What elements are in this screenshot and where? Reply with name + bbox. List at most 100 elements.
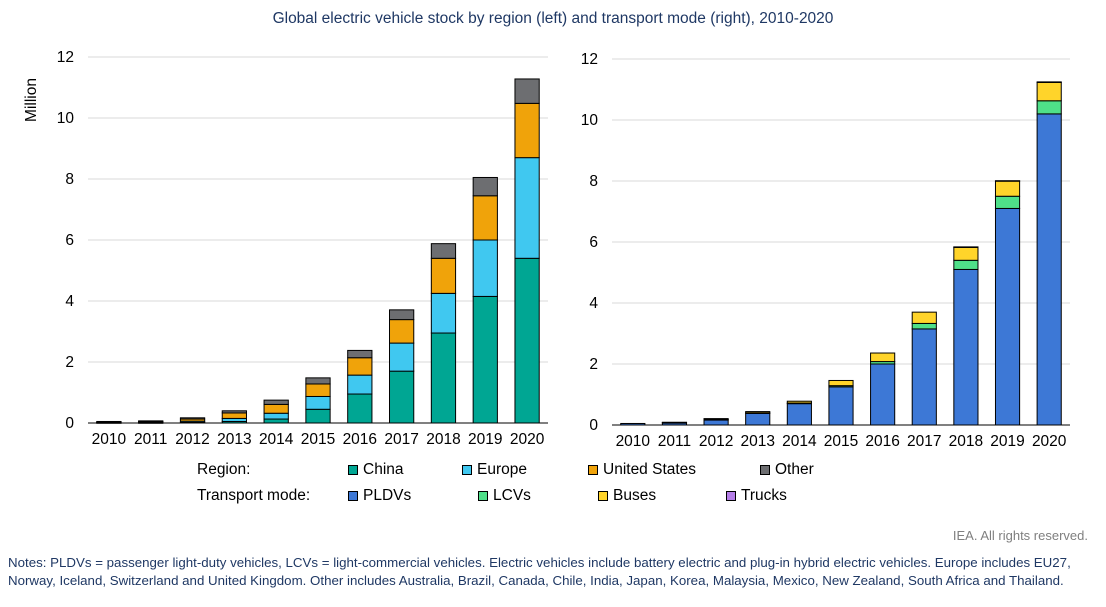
bar-lcvs-2017 [911,322,937,330]
bar-china-2019 [472,295,498,424]
bar-pldvs-2020 [1036,113,1062,426]
bar-europe-2020 [514,157,540,259]
bar-europe-2016 [347,374,373,395]
x-tick-label: 2017 [907,433,941,450]
bar-other-2013 [221,410,247,414]
bar-lcvs-2019 [994,195,1021,209]
legend-swatch-lcvs [478,491,488,501]
notes-text: Notes: PLDVs = passenger light-duty vehi… [8,555,1071,588]
bar-united-states-2013 [221,412,247,419]
x-tick-label: 2011 [658,433,691,450]
bar-lcvs-2018 [953,259,979,270]
bar-other-2014 [263,399,289,405]
bar-buses-2011 [661,421,688,424]
chart-title: Global electric vehicle stock by region … [272,10,834,27]
legend-swatch-trucks [726,491,736,501]
y-tick-label: 8 [589,173,598,190]
legend-swatch-other [760,465,770,475]
bar-pldvs-2013 [745,412,771,426]
x-tick-label: 2012 [699,433,733,450]
x-tick-label: 2016 [343,431,377,448]
x-tick-label: 2018 [949,433,983,450]
bar-pldvs-2017 [911,328,937,426]
y-tick-label: 12 [581,51,598,68]
bar-trucks-2018 [953,246,979,248]
legend-item-other: Other [760,461,814,479]
bar-other-2016 [347,349,373,359]
legend-item-trucks: Trucks [726,487,787,505]
x-tick-label: 2017 [384,431,418,448]
bar-europe-2015 [305,395,331,410]
bar-buses-2012 [703,418,729,421]
y-tick-label: 4 [65,293,74,310]
bar-other-2017 [389,309,415,321]
bar-china-2018 [430,332,457,424]
bar-other-2018 [430,243,457,259]
y-tick-label: 8 [65,171,74,188]
x-tick-label: 2019 [990,433,1024,450]
bar-china-2014 [263,418,289,424]
bar-trucks-2019 [994,180,1021,182]
legend-text-pldvs: PLDVs [363,487,412,504]
bar-buses-2018 [953,246,979,261]
credit-text: IEA. All rights reserved. [952,528,1088,543]
legend-item-pldvs: PLDVs [348,487,411,505]
x-tick-label: 2020 [1032,433,1067,450]
bar-other-2020 [514,78,540,104]
x-tick-label: 2018 [426,431,460,448]
bar-pldvs-2015 [828,386,854,426]
legend-text-buses: Buses [613,487,657,504]
legend-text-united-states: United States [603,461,697,478]
bar-china-2016 [347,393,373,424]
bar-europe-2018 [430,292,457,334]
bar-united-states-2019 [472,195,498,241]
bar-other-2019 [472,176,498,197]
legend-swatch-buses [598,491,608,501]
legend-text-europe: Europe [477,461,527,478]
legend-swatch-europe [462,465,472,475]
bar-other-2011 [138,420,164,422]
y-tick-label: 0 [589,417,598,434]
bar-europe-2017 [389,342,415,372]
legend-text-china: China [363,461,404,478]
y-tick-label: 2 [65,354,74,371]
legend-item-buses: Buses [598,487,656,505]
x-tick-label: 2010 [616,433,651,450]
bar-europe-2014 [263,412,289,420]
x-tick-label: 2010 [92,431,127,448]
legend-swatch-china [348,465,358,475]
x-tick-label: 2012 [175,431,209,448]
y-tick-label: 10 [581,112,599,129]
y-tick-label: 2 [589,356,598,373]
legend-item-china: China [348,461,404,479]
x-tick-label: 2016 [865,433,899,450]
bar-pldvs-2018 [953,268,979,426]
legend-item-united-states: United States [588,461,696,479]
bar-united-states-2018 [430,257,457,294]
y-tick-label: 4 [589,295,598,312]
legend-swatch-pldvs [348,491,358,501]
bar-united-states-2017 [389,319,415,344]
bar-lcvs-2020 [1036,100,1062,115]
x-tick-label: 2019 [468,431,502,448]
bar-china-2020 [514,257,540,424]
bar-china-2015 [305,408,331,424]
bar-united-states-2020 [514,102,540,159]
bar-other-2015 [305,377,331,385]
bar-europe-2019 [472,239,498,297]
legend-mode-label: Transport mode: [197,487,311,504]
bar-buses-2015 [828,379,854,387]
bar-pldvs-2016 [870,363,896,426]
x-tick-label: 2011 [134,431,167,448]
bar-buses-2019 [994,180,1021,197]
y-tick-label: 10 [57,110,75,127]
x-tick-label: 2013 [217,431,251,448]
legend-swatch-united-states [588,465,598,475]
legend-item-lcvs: LCVs [478,487,531,505]
x-tick-label: 2015 [301,431,335,448]
legend-item-europe: Europe [462,461,527,479]
bar-trucks-2020 [1036,81,1062,83]
legend-text-lcvs: LCVs [493,487,531,504]
y-tick-label: 6 [589,234,598,251]
